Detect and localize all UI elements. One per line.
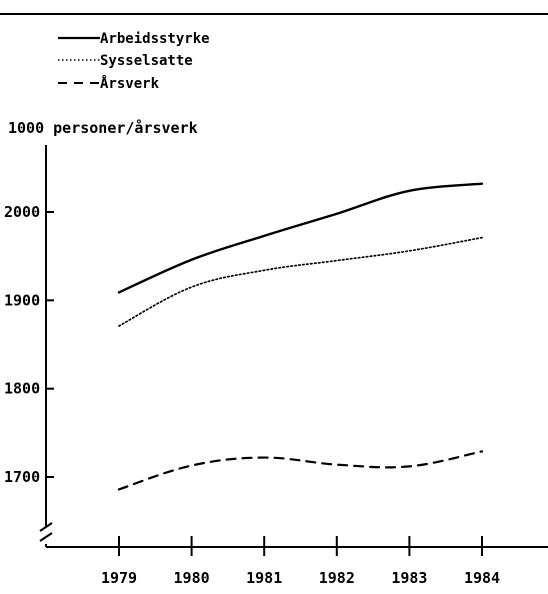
y-axis-label: 1000 personer/årsverk <box>8 119 198 137</box>
x-tick-label: 1983 <box>391 569 427 587</box>
x-tick-label: 1982 <box>319 569 355 587</box>
legend-label-arsverk: Årsverk <box>100 75 160 92</box>
legend-label-arbeidsstyrke: Arbeidsstyrke <box>100 31 210 47</box>
x-tick-label: 1980 <box>174 569 210 587</box>
y-tick-label: 2000 <box>4 203 40 221</box>
series-line--rsverk <box>117 450 484 491</box>
series-lines <box>117 182 484 491</box>
series-line-sysselsatte <box>118 236 483 327</box>
y-tick-label: 1800 <box>4 380 40 398</box>
y-tick-label: 1700 <box>4 468 40 486</box>
axis-break-mark-lower <box>39 532 53 542</box>
x-ticks: 1979 1980 1981 1982 1983 1984 <box>101 536 500 587</box>
axis-break-mark-upper <box>39 522 53 532</box>
series-line-arbeidsstyrke <box>117 182 484 294</box>
legend: Arbeidsstyrke Sysselsatte Årsverk <box>58 31 210 92</box>
y-ticks: 1700 1800 1900 2000 <box>4 203 54 486</box>
x-tick-label: 1984 <box>464 569 500 587</box>
x-tick-label: 1981 <box>246 569 282 587</box>
x-tick-label: 1979 <box>101 569 137 587</box>
y-tick-label: 1900 <box>4 291 40 309</box>
legend-label-sysselsatte: Sysselsatte <box>100 53 193 69</box>
